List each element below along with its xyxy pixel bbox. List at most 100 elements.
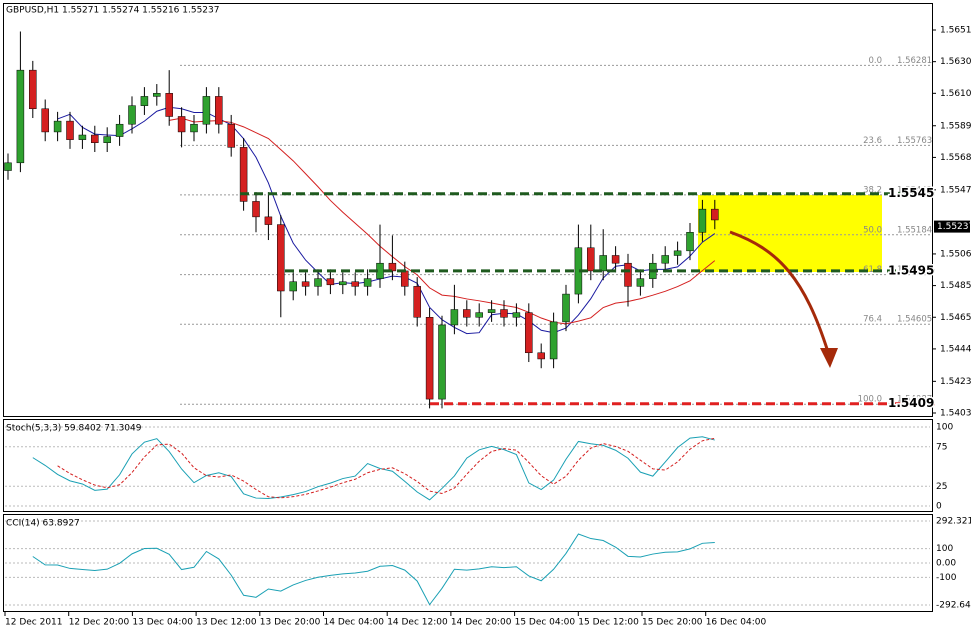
- arrow-head: [820, 348, 838, 368]
- candle-body: [53, 120, 62, 133]
- candle-body: [115, 123, 124, 137]
- candle-body: [277, 224, 285, 292]
- x-tick-label: 13 Dec 12:00: [196, 618, 257, 628]
- fib-label: 0.0: [868, 56, 882, 66]
- candle-body: [289, 281, 297, 292]
- fib-price: 1.55442: [897, 185, 932, 195]
- candle-body: [326, 278, 335, 286]
- candle-body: [487, 309, 496, 313]
- candle-body: [463, 309, 471, 318]
- x-tick-label: 13 Dec 20:00: [260, 618, 321, 628]
- candle-body: [500, 309, 508, 318]
- y-tick-label: 0.00: [936, 558, 956, 568]
- candle-body: [636, 278, 645, 287]
- x-tick-label: 15 Dec 12:00: [578, 618, 639, 628]
- candle-body: [624, 262, 632, 287]
- candle-body: [401, 270, 409, 287]
- fib-price: 1.54605: [897, 315, 932, 325]
- candle-body: [673, 250, 682, 256]
- candle-body: [202, 96, 211, 125]
- y-tick-label: 0: [936, 502, 942, 512]
- x-tick-label: 15 Dec 20:00: [642, 618, 703, 628]
- stoch-panel: [3, 419, 933, 512]
- y-tick-label: 1.56510: [940, 26, 971, 36]
- y-tick-label: 1.5506: [940, 249, 971, 259]
- candle-body: [438, 324, 446, 400]
- y-tick-label: 1.54650: [940, 313, 971, 323]
- candle-body: [177, 116, 186, 133]
- y-tick-label: 1.54235: [940, 377, 971, 387]
- candle-body: [190, 123, 198, 133]
- candle-body: [29, 69, 37, 110]
- y-tick-label: 100: [936, 544, 953, 554]
- x-tick-label: 16 Dec 04:00: [706, 618, 767, 628]
- candle-body: [698, 208, 707, 233]
- candle-body: [314, 278, 322, 287]
- y-tick-label: 292.3218: [936, 517, 971, 527]
- candle-body: [512, 312, 521, 318]
- y-tick-label: 1.54445: [940, 344, 971, 354]
- y-tick-label: 1.54855: [940, 281, 971, 291]
- candle-body: [252, 201, 260, 218]
- target-zone: [698, 195, 882, 272]
- candle-body: [4, 162, 12, 171]
- candle-body: [91, 134, 99, 143]
- key-level-label: 1.5495: [888, 263, 934, 277]
- candle-body: [165, 93, 173, 117]
- candle-body: [78, 134, 87, 140]
- candle-body: [611, 255, 620, 264]
- candle-body: [103, 136, 111, 143]
- candle-body: [425, 317, 434, 400]
- candle-body: [549, 321, 558, 360]
- fib-label: 38.2: [863, 185, 882, 195]
- candle-body: [413, 286, 421, 318]
- candle-body: [239, 147, 248, 202]
- fib-label: 61.8: [863, 265, 882, 275]
- main-panel: [3, 3, 933, 417]
- candle-body: [339, 281, 347, 286]
- cci-panel: [3, 514, 933, 612]
- fib-label: 50.0: [863, 225, 882, 235]
- indicator-line: [32, 533, 715, 606]
- candle-body: [450, 309, 459, 326]
- cci-label: CCI(14) 63.8927: [6, 519, 80, 529]
- fib-label: 23.6: [863, 136, 882, 146]
- y-tick-label: 1.56100: [940, 89, 971, 99]
- fib-label: 100.0: [858, 395, 882, 405]
- candle-body: [264, 216, 273, 225]
- stoch-label: Stoch(5,3,3) 59.8402 71.3049: [6, 424, 142, 434]
- candle-body: [661, 255, 669, 264]
- candle-body: [16, 69, 25, 164]
- fib-price: 1.54926: [897, 265, 932, 275]
- candle-body: [587, 247, 595, 272]
- x-tick-label: 15 Dec 04:00: [515, 618, 576, 628]
- candle-body: [686, 232, 694, 252]
- y-tick-label: 1.55890: [940, 121, 971, 131]
- candle-body: [140, 96, 149, 106]
- fib-price: 1.54087: [897, 395, 932, 405]
- y-tick-label: 25: [936, 482, 947, 492]
- candle-body: [363, 278, 372, 287]
- candle-body: [388, 262, 397, 272]
- candle-body: [562, 293, 570, 323]
- y-tick-label: 75: [936, 442, 947, 452]
- x-tick-label: 14 Dec 12:00: [387, 618, 448, 628]
- last-price: 1.55237: [937, 222, 971, 232]
- indicator-line: [57, 437, 715, 499]
- candle-body: [599, 255, 607, 272]
- y-tick-label: -100: [936, 573, 957, 583]
- fib-price: 1.55184: [897, 225, 932, 235]
- y-tick-label: 1.55685: [940, 153, 971, 163]
- candle-body: [227, 123, 235, 148]
- header: GBPUSD,H1 1.55271 1.55274 1.55216 1.5523…: [6, 6, 219, 16]
- fib-price: 1.56281: [897, 56, 932, 66]
- candle-body: [128, 105, 136, 125]
- candle-body: [41, 108, 49, 133]
- y-tick-label: 100: [936, 423, 953, 433]
- candle-body: [66, 120, 74, 140]
- y-tick-label: -292.644: [936, 601, 971, 611]
- forecast-arrow: [729, 230, 830, 353]
- x-tick-label: 12 Dec 20:00: [69, 618, 130, 628]
- x-tick-label: 13 Dec 04:00: [132, 618, 193, 628]
